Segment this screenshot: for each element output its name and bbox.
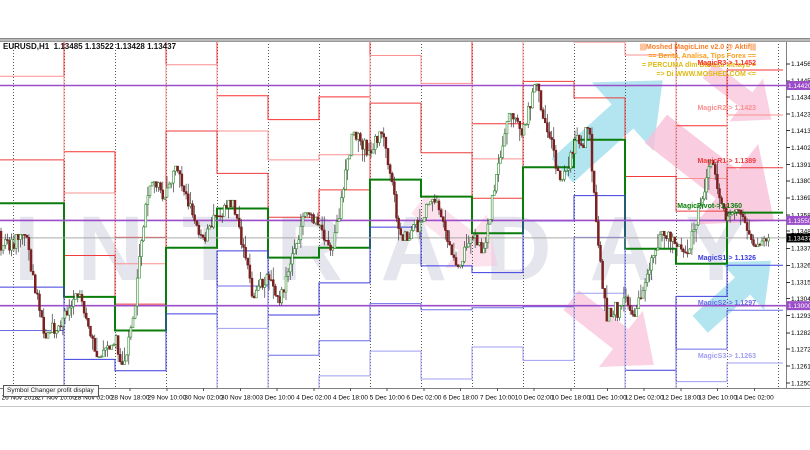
price-tick-label: 1.13370: [791, 246, 810, 253]
magic-s3-line: [216, 292, 783, 388]
time-tick-label: 6 Dec 18:00: [443, 395, 478, 402]
window-top-border: [0, 38, 810, 42]
time-tick-label: 28 Nov 18:00: [111, 395, 150, 402]
time-tick-label: 11 Dec 10:00: [588, 395, 627, 402]
magic-pivot-label: MagicPivot->1.1360: [677, 202, 742, 210]
magic-r2-label: MagicR2-> 1.1423: [697, 104, 756, 112]
price-tick-label: 1.13260: [791, 263, 810, 270]
time-tick-label: 6 Dec 02:00: [406, 395, 441, 402]
time-tick-label: 12 Dec 18:00: [662, 395, 701, 402]
time-tick-label: 10 Dec 02:00: [515, 395, 554, 402]
axis-price-box: [786, 81, 810, 91]
axis-price-box-label: 1.14420: [788, 83, 810, 90]
pivot-step-lines: [0, 41, 783, 388]
price-tick-label: 1.13045: [791, 296, 810, 303]
time-tick-label: 14 Dec 02:00: [735, 395, 774, 402]
magic-r3-line: [63, 41, 783, 238]
magic-p-line: [0, 138, 783, 332]
price-tick-label: 1.13910: [791, 162, 810, 169]
indicator-banner: |||Moshed MagicLine v2.0 @ Aktif||| == B…: [640, 43, 756, 79]
price-tick-label: 1.12935: [791, 313, 810, 320]
banner-line-1: |||Moshed MagicLine v2.0 @ Aktif|||: [640, 44, 756, 51]
price-tick-label: 1.14130: [791, 128, 810, 135]
time-tick-label: 30 Nov 02:00: [184, 395, 223, 402]
magic-s2-label: MagicS2-> 1.1297: [697, 300, 756, 308]
axis-price-box: [786, 301, 810, 311]
banner-line-3: = PERCUMA dlm Bahasa Melayu =: [641, 62, 756, 69]
magic-r3-label: MagicR3-> 1.1452: [697, 60, 756, 67]
price-tick-label: 1.14345: [791, 94, 810, 101]
symbol-changer-box: Symbol Changer profit display: [3, 385, 99, 397]
watermark-arrow: [411, 194, 498, 268]
magic-r1-line: [0, 80, 783, 305]
time-tick-label: 13 Dec 10:00: [698, 395, 737, 402]
time-tick-label: 12 Dec 02:00: [625, 395, 664, 402]
time-tick-label: 27 Nov 10:00: [37, 395, 76, 402]
banner-line-4: => Di WWW.MOSHED.COM <=: [656, 71, 756, 78]
price-tick-label: 1.14235: [791, 111, 810, 118]
magic-s1-label: MagicS1-> 1.1326: [697, 255, 756, 263]
price-axis[interactable]: 1.145601.144501.143451.142351.141301.140…: [786, 61, 810, 387]
magic-s1-line: [0, 195, 783, 372]
axis-price-box-label: 1.13550: [788, 218, 810, 225]
purple-level-lines: [0, 84, 786, 307]
chart-title: EURUSD,H1 1.13485 1.13522 1.13428 1.1343…: [3, 42, 177, 51]
time-tick-label: 26 Nov 2018: [2, 395, 39, 402]
watermark-arrow: [551, 80, 663, 183]
price-tick-label: 1.14020: [791, 145, 810, 152]
price-tick-label: 1.13695: [791, 195, 810, 202]
time-tick-label: 4 Dec 18:00: [333, 395, 368, 402]
axis-price-box: [786, 233, 810, 243]
watermark-arrow: [702, 62, 772, 122]
magic-r1-label: MagicR1-> 1.1389: [697, 157, 756, 165]
price-tick-label: 1.13805: [791, 178, 810, 185]
price-tick-label: 1.12825: [791, 330, 810, 337]
time-tick-label: 4 Dec 02:00: [296, 395, 331, 402]
axis-price-box-label: 1.13000: [788, 303, 810, 310]
time-tick-label: 28 Nov 02:00: [74, 395, 113, 402]
watermark-arrow: [692, 260, 771, 333]
magic-r2-line: [0, 41, 783, 265]
axis-price-box-label: 1.13437: [788, 235, 810, 242]
candlesticks: [0, 83, 770, 365]
price-tick-label: 1.13150: [791, 280, 810, 287]
price-tick-label: 1.14560: [791, 61, 810, 68]
time-tick-label: 5 Dec 10:00: [370, 395, 405, 402]
price-tick-label: 1.12720: [791, 346, 810, 353]
price-tick-label: 1.12610: [791, 363, 810, 370]
time-tick-label: 7 Dec 10:00: [480, 395, 515, 402]
time-tick-label: 30 Nov 18:00: [221, 395, 260, 402]
time-tick-label: 3 Dec 10:00: [260, 395, 295, 402]
banner-line-2: == Berita, Analisa, Tips Forex ==: [648, 53, 756, 60]
time-tick-label: 29 Nov 10:00: [148, 395, 187, 402]
axis-price-box: [786, 215, 810, 225]
magic-s2-line: [0, 236, 783, 388]
magic-s3-label: MagicS3-> 1.1263: [697, 353, 756, 361]
time-tick-label: 10 Dec 18:00: [551, 395, 590, 402]
chart-frame: [0, 41, 810, 407]
watermark-arrow: [563, 290, 654, 368]
price-tick-label: 1.13585: [791, 212, 810, 219]
price-tick-label: 1.13480: [791, 229, 810, 236]
price-tick-label: 1.12500: [791, 380, 810, 387]
